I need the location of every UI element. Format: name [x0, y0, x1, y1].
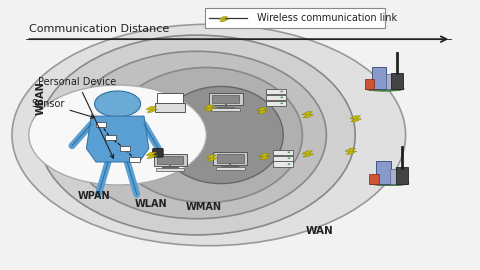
- Polygon shape: [302, 112, 313, 118]
- FancyBboxPatch shape: [365, 79, 374, 89]
- Text: Wireless communication link: Wireless communication link: [257, 12, 397, 23]
- FancyBboxPatch shape: [266, 95, 286, 100]
- FancyBboxPatch shape: [156, 168, 184, 171]
- Polygon shape: [146, 106, 157, 112]
- Polygon shape: [204, 105, 215, 111]
- Ellipse shape: [67, 51, 326, 219]
- Circle shape: [280, 91, 283, 92]
- FancyBboxPatch shape: [157, 93, 183, 105]
- Ellipse shape: [38, 35, 355, 235]
- FancyBboxPatch shape: [212, 95, 239, 103]
- FancyBboxPatch shape: [120, 146, 130, 151]
- FancyBboxPatch shape: [157, 156, 183, 164]
- FancyBboxPatch shape: [385, 75, 396, 89]
- Polygon shape: [219, 17, 228, 22]
- Text: WLAN: WLAN: [135, 199, 168, 209]
- FancyBboxPatch shape: [273, 150, 293, 155]
- FancyBboxPatch shape: [105, 135, 116, 140]
- Polygon shape: [256, 108, 268, 114]
- FancyBboxPatch shape: [266, 89, 286, 94]
- FancyBboxPatch shape: [273, 161, 293, 167]
- Text: Personal Device: Personal Device: [38, 77, 117, 158]
- FancyBboxPatch shape: [205, 8, 385, 28]
- Text: WBAN: WBAN: [36, 82, 46, 116]
- Ellipse shape: [365, 86, 404, 91]
- Text: WMAN: WMAN: [186, 201, 222, 212]
- Text: WAN: WAN: [305, 226, 333, 236]
- Polygon shape: [302, 151, 313, 157]
- FancyBboxPatch shape: [396, 167, 408, 184]
- Polygon shape: [345, 148, 357, 154]
- FancyBboxPatch shape: [390, 169, 401, 184]
- FancyBboxPatch shape: [129, 157, 140, 162]
- Polygon shape: [146, 152, 157, 158]
- FancyBboxPatch shape: [273, 156, 293, 161]
- Polygon shape: [206, 155, 217, 161]
- FancyBboxPatch shape: [213, 152, 248, 165]
- FancyBboxPatch shape: [266, 101, 286, 106]
- Ellipse shape: [370, 181, 409, 186]
- Polygon shape: [350, 116, 361, 122]
- FancyBboxPatch shape: [372, 67, 386, 89]
- FancyBboxPatch shape: [156, 103, 185, 112]
- FancyBboxPatch shape: [376, 161, 391, 184]
- Text: Communication Distance: Communication Distance: [29, 24, 169, 34]
- Circle shape: [280, 103, 283, 104]
- FancyBboxPatch shape: [216, 167, 245, 170]
- FancyBboxPatch shape: [153, 148, 163, 157]
- FancyBboxPatch shape: [391, 73, 403, 89]
- Ellipse shape: [110, 68, 302, 202]
- FancyBboxPatch shape: [370, 174, 379, 184]
- FancyBboxPatch shape: [208, 93, 243, 105]
- Circle shape: [288, 163, 290, 165]
- Circle shape: [95, 91, 141, 117]
- Polygon shape: [86, 116, 149, 162]
- Polygon shape: [259, 154, 270, 160]
- FancyBboxPatch shape: [217, 154, 244, 163]
- Circle shape: [280, 97, 283, 98]
- Ellipse shape: [12, 24, 406, 246]
- Text: Sensor: Sensor: [31, 99, 95, 118]
- Text: WPAN: WPAN: [77, 191, 110, 201]
- Ellipse shape: [158, 86, 283, 184]
- Circle shape: [288, 157, 290, 159]
- FancyBboxPatch shape: [211, 108, 240, 111]
- Circle shape: [29, 85, 206, 185]
- FancyBboxPatch shape: [154, 154, 187, 166]
- Circle shape: [288, 151, 290, 153]
- FancyBboxPatch shape: [96, 122, 106, 127]
